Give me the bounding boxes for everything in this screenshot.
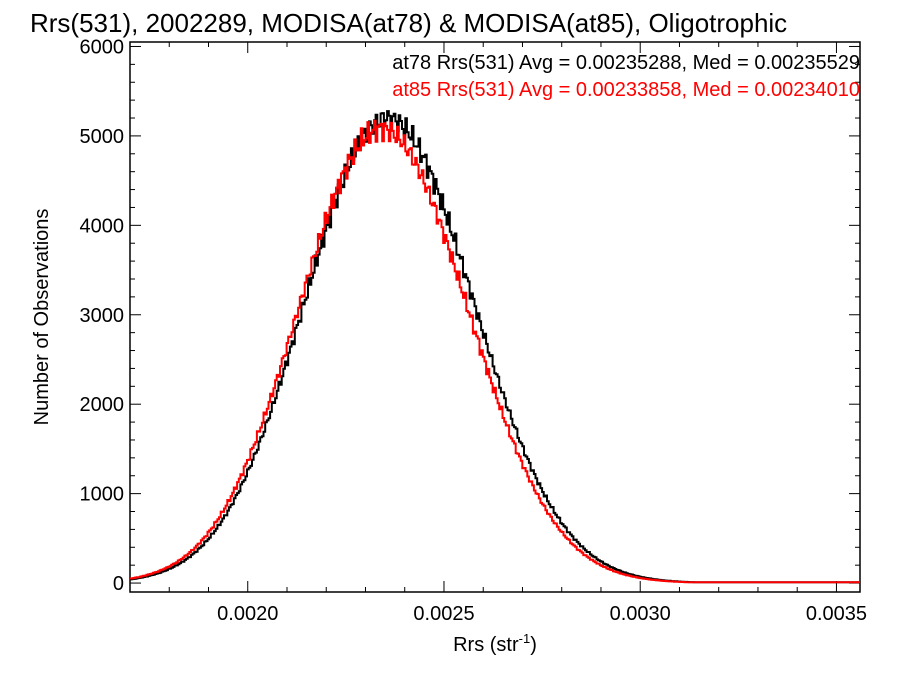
x-axis-label-main: Rrs (str bbox=[453, 634, 519, 656]
x-tick-label: 0.0020 bbox=[217, 603, 278, 625]
histogram-series-at78 bbox=[130, 110, 860, 584]
x-tick-label: 0.0030 bbox=[610, 603, 671, 625]
x-tick-label: 0.0035 bbox=[806, 603, 867, 625]
y-tick-label: 6000 bbox=[80, 36, 125, 58]
histogram-series-at85 bbox=[130, 119, 860, 584]
x-axis-label-superscript: -1 bbox=[519, 631, 531, 646]
y-tick-label: 5000 bbox=[80, 126, 125, 148]
y-axis-label: Number of Observations bbox=[31, 209, 53, 426]
series-layer bbox=[130, 110, 860, 584]
plot-frame bbox=[129, 41, 861, 593]
y-tick-label: 0 bbox=[113, 573, 124, 595]
y-axis: 0 1000 2000 3000 4000 5000 6000 bbox=[80, 36, 860, 595]
x-tick-label: 0.0025 bbox=[413, 603, 474, 625]
x-axis-label-close: ) bbox=[530, 634, 537, 656]
x-axis: 0.0020 0.0025 0.0030 0.0035 bbox=[168, 42, 867, 625]
y-tick-label: 3000 bbox=[80, 305, 125, 327]
y-tick-label: 4000 bbox=[80, 215, 125, 237]
y-tick-label: 1000 bbox=[80, 484, 125, 506]
chart-title: Rrs(531), 2002289, MODISA(at78) & MODISA… bbox=[30, 8, 787, 38]
legend-entry-at85: at85 Rrs(531) Avg = 0.00233858, Med = 0.… bbox=[392, 79, 860, 101]
legend-entry-at78: at78 Rrs(531) Avg = 0.00235288, Med = 0.… bbox=[392, 52, 860, 74]
y-tick-label: 2000 bbox=[80, 394, 125, 416]
x-axis-label: Rrs (str-1) bbox=[453, 631, 537, 656]
